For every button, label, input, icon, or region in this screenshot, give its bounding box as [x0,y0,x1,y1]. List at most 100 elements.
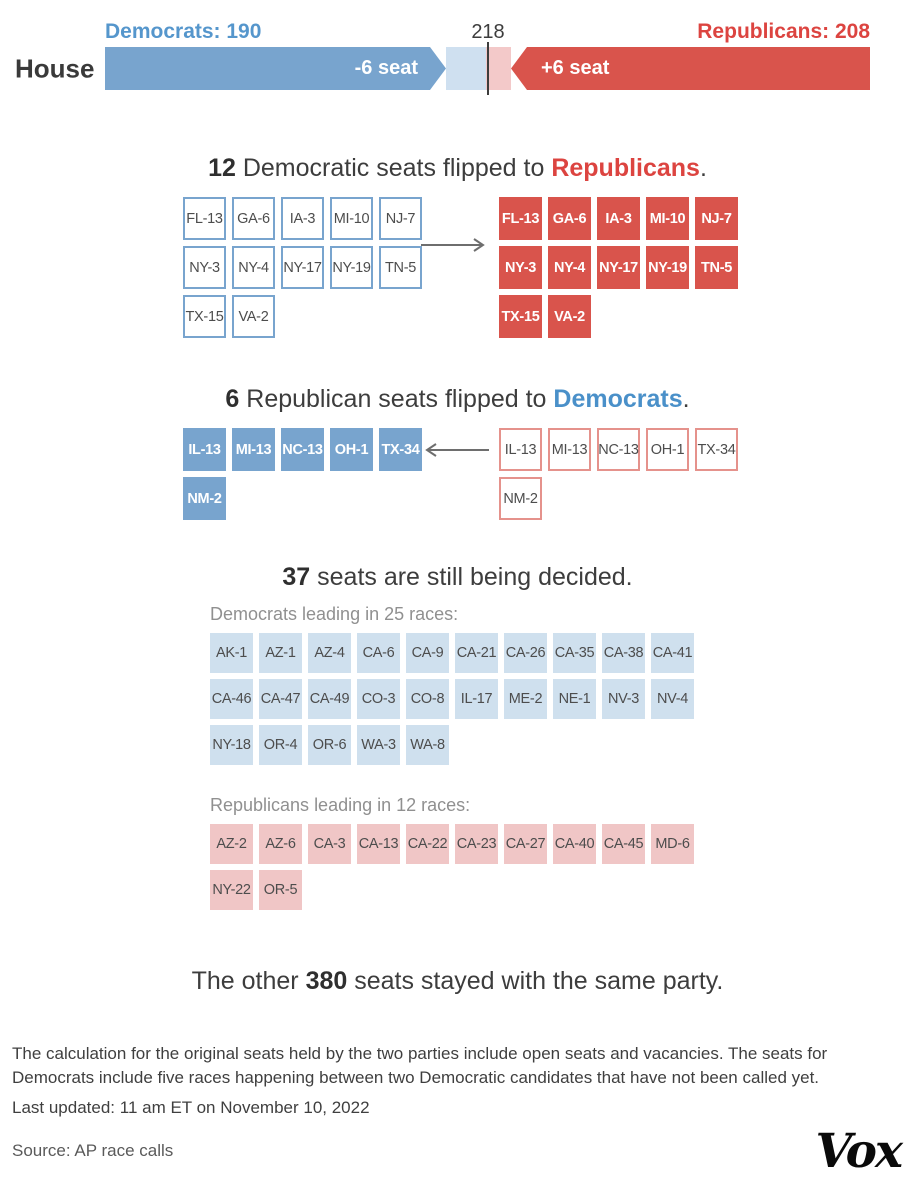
seat-box: AK-1 [210,633,253,673]
seat-box: NJ-7 [379,197,422,240]
heading-undecided: 37 seats are still being decided. [0,563,915,592]
seat-box: NY-3 [499,246,542,289]
seat-box: IL-13 [183,428,226,471]
seat-box: WA-8 [406,725,449,765]
heading-same-party-suffix: seats stayed with the same party. [347,967,724,995]
vox-logo: Vox [815,1123,903,1179]
seat-box: OR-4 [259,725,302,765]
seat-box: MI-13 [548,428,591,471]
methodology-note: The calculation for the original seats h… [12,1044,828,1087]
seat-box: TX-15 [183,295,226,338]
seat-box: ME-2 [504,679,547,719]
seat-box: IL-13 [499,428,542,471]
seat-box: OH-1 [646,428,689,471]
heading-dem-flips-period: . [699,154,707,182]
heading-rep-flips-period: . [682,385,690,413]
seat-box: TX-15 [499,295,542,338]
seat-box: MD-6 [651,824,694,864]
seat-box: TN-5 [379,246,422,289]
seat-box: VA-2 [232,295,275,338]
seat-box: IL-17 [455,679,498,719]
seat-box: AZ-6 [259,824,302,864]
heading-dem-flips-party: Republicans [551,154,700,182]
seat-box: CA-38 [602,633,645,673]
seat-box: CA-6 [357,633,400,673]
seat-box: OR-5 [259,870,302,910]
heading-same-party-prefix: The other [191,967,306,995]
seat-box: NY-19 [646,246,689,289]
dem-flips-before-grid: FL-13 GA-6 IA-3 MI-10 NJ-7 NY-3 NY-4 NY-17 NY-19… [183,197,423,338]
republicans-total-label: Republicans: 208 [697,20,870,43]
seat-box: NY-19 [330,246,373,289]
seat-box: TX-34 [695,428,738,471]
seat-box: NC-13 [597,428,640,471]
seat-box: CA-46 [210,679,253,719]
seat-box: CO-8 [406,679,449,719]
seat-box: WA-3 [357,725,400,765]
seat-box: NY-3 [183,246,226,289]
seat-box: NC-13 [281,428,324,471]
balance-bar: House -6 seat +6 seat [15,42,870,95]
seat-box: CA-27 [504,824,547,864]
seat-box: NJ-7 [695,197,738,240]
democrats-total-label: Democrats: 190 [105,20,262,43]
seat-box: CA-47 [259,679,302,719]
heading-undecided-text: seats are still being decided. [310,563,633,591]
seat-box: AZ-2 [210,824,253,864]
right-arrow-icon [421,238,485,252]
heading-rep-flips-party: Democrats [553,385,683,413]
seat-box: CA-13 [357,824,400,864]
seat-box: AZ-1 [259,633,302,673]
seat-box: IA-3 [281,197,324,240]
seat-box: FL-13 [183,197,226,240]
seat-box: TN-5 [695,246,738,289]
seat-box: MI-10 [646,197,689,240]
heading-rep-flips: 6 Republican seats flipped to Democrats. [0,385,915,414]
seat-box: CA-21 [455,633,498,673]
seat-box: CA-35 [553,633,596,673]
footer-row: Source: AP race calls Vox [12,1123,903,1179]
seat-box: GA-6 [548,197,591,240]
rep-flips-row: IL-13 MI-13 NC-13 OH-1 TX-34 NM-2 IL-13 MI-13 N… [0,428,915,520]
seat-box: NM-2 [499,477,542,520]
left-arrow-icon [425,443,489,457]
seat-box: IA-3 [597,197,640,240]
seat-box: NY-4 [232,246,275,289]
seat-box: CA-49 [308,679,351,719]
source-text: Source: AP race calls [12,1141,174,1161]
seat-box: VA-2 [548,295,591,338]
seat-box: CA-23 [455,824,498,864]
heading-rep-flips-count: 6 [225,385,240,413]
seat-box: CA-40 [553,824,596,864]
seat-box: TX-34 [379,428,422,471]
heading-rep-flips-text: Republican seats flipped to [239,385,554,413]
rep-leading-label: Republicans leading in 12 races: [210,795,471,815]
seat-box: GA-6 [232,197,275,240]
dem-flips-row: FL-13 GA-6 IA-3 MI-10 NJ-7 NY-3 NY-4 NY-17 NY-19… [0,197,915,338]
dem-flips-after-grid: FL-13 GA-6 IA-3 MI-10 NJ-7 NY-3 NY-4 NY-17 NY-19… [499,197,739,338]
seat-box: CO-3 [357,679,400,719]
republican-bar-segment: +6 seat [511,47,870,90]
last-updated-text: Last updated: 11 am ET on November 10, 2… [12,1097,370,1117]
heading-undecided-count: 37 [282,563,311,591]
heading-dem-flips-count: 12 [208,154,236,182]
republican-leading-bar-segment [486,47,511,90]
dem-leading-label: Democrats leading in 25 races: [210,604,459,624]
seat-box: CA-22 [406,824,449,864]
seat-box: NY-17 [281,246,324,289]
seat-box: NE-1 [553,679,596,719]
democrat-leading-bar-segment [446,47,486,90]
house-balance-chart: Democrats: 190 218 Republicans: 208 Hous… [0,0,915,95]
seat-box: CA-26 [504,633,547,673]
seat-box: FL-13 [499,197,542,240]
seat-box: NY-17 [597,246,640,289]
rep-flips-before-grid: IL-13 MI-13 NC-13 OH-1 TX-34 NM-2 [499,428,739,520]
seat-box: CA-9 [406,633,449,673]
seat-box: CA-41 [651,633,694,673]
majority-threshold-label: 218 [471,21,505,43]
seat-box: NY-4 [548,246,591,289]
balance-bar-labels: Democrats: 190 218 Republicans: 208 [105,20,870,47]
seat-box: NY-18 [210,725,253,765]
heading-same-party-count: 380 [305,967,348,995]
heading-dem-flips-text: Democratic seats flipped to [235,154,552,182]
